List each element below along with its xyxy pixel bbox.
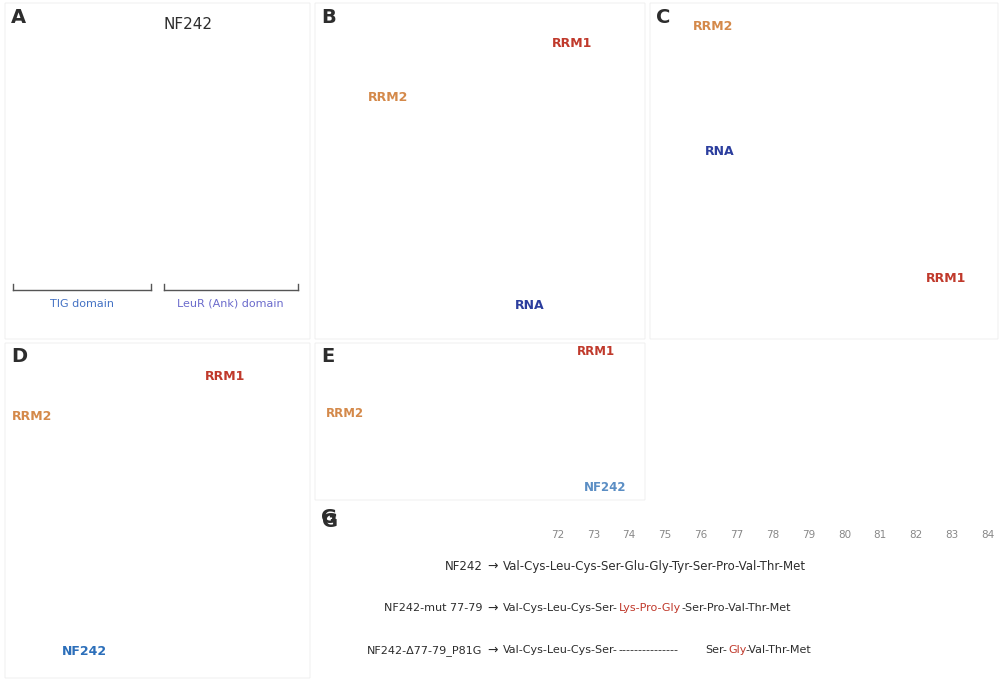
Text: 76: 76 xyxy=(694,530,708,540)
Text: A: A xyxy=(11,8,26,27)
Text: B: B xyxy=(321,8,336,27)
Text: LeuR (Ank) domain: LeuR (Ank) domain xyxy=(177,299,284,309)
Text: NF242: NF242 xyxy=(584,481,627,494)
Text: 75: 75 xyxy=(658,530,672,540)
Text: -Ser-Pro-Val-Thr-Met: -Ser-Pro-Val-Thr-Met xyxy=(682,603,791,613)
Text: NF242-mut 77-79: NF242-mut 77-79 xyxy=(384,603,482,613)
Text: 77: 77 xyxy=(730,530,743,540)
Text: 74: 74 xyxy=(623,530,636,540)
Text: Lys-Pro-Gly: Lys-Pro-Gly xyxy=(618,603,681,613)
Text: 80: 80 xyxy=(838,530,851,540)
Text: 83: 83 xyxy=(945,530,959,540)
Text: 84: 84 xyxy=(981,530,994,540)
Text: 72: 72 xyxy=(551,530,564,540)
Text: G: G xyxy=(322,512,338,531)
Text: 81: 81 xyxy=(874,530,887,540)
Text: RRM1: RRM1 xyxy=(552,37,593,50)
Bar xyxy=(315,3,645,339)
Text: RNA: RNA xyxy=(705,145,734,158)
Text: NF242: NF242 xyxy=(444,560,482,573)
Text: RRM2: RRM2 xyxy=(12,410,53,423)
Text: -Val-Thr-Met: -Val-Thr-Met xyxy=(745,645,811,655)
Text: →: → xyxy=(487,644,498,657)
Text: E: E xyxy=(321,347,334,366)
Text: NF242-Δ77-79_P81G: NF242-Δ77-79_P81G xyxy=(367,645,482,656)
Text: Val-Cys-Leu-Cys-Ser-: Val-Cys-Leu-Cys-Ser- xyxy=(503,603,618,613)
Text: →: → xyxy=(487,560,498,573)
Text: NF242: NF242 xyxy=(164,17,212,32)
Text: 82: 82 xyxy=(909,530,923,540)
Text: C: C xyxy=(656,8,670,27)
Text: G: G xyxy=(321,508,337,527)
Bar xyxy=(315,503,998,678)
Bar xyxy=(315,342,645,500)
Text: RRM2: RRM2 xyxy=(692,21,733,34)
Text: RRM1: RRM1 xyxy=(204,370,245,382)
Text: 78: 78 xyxy=(766,530,779,540)
Text: RRM1: RRM1 xyxy=(576,345,615,358)
Text: Gly: Gly xyxy=(728,645,747,655)
Text: Val-Cys-Leu-Cys-Ser-Glu-Gly-Tyr-Ser-Pro-Val-Thr-Met: Val-Cys-Leu-Cys-Ser-Glu-Gly-Tyr-Ser-Pro-… xyxy=(503,560,806,573)
Text: ---------------: --------------- xyxy=(618,645,678,655)
Bar xyxy=(650,3,998,339)
Text: TIG domain: TIG domain xyxy=(50,299,114,309)
Text: Ser-: Ser- xyxy=(705,645,727,655)
Text: 73: 73 xyxy=(587,530,600,540)
Text: →: → xyxy=(487,602,498,614)
Text: NF242: NF242 xyxy=(62,645,107,658)
Text: RNA: RNA xyxy=(515,299,544,312)
Text: RRM2: RRM2 xyxy=(326,407,364,420)
Text: 79: 79 xyxy=(802,530,815,540)
Text: RRM1: RRM1 xyxy=(926,272,966,285)
Text: RRM2: RRM2 xyxy=(367,91,408,104)
Bar xyxy=(5,3,310,339)
Bar xyxy=(5,342,310,678)
Text: D: D xyxy=(11,347,27,366)
Text: Val-Cys-Leu-Cys-Ser-: Val-Cys-Leu-Cys-Ser- xyxy=(503,645,618,655)
